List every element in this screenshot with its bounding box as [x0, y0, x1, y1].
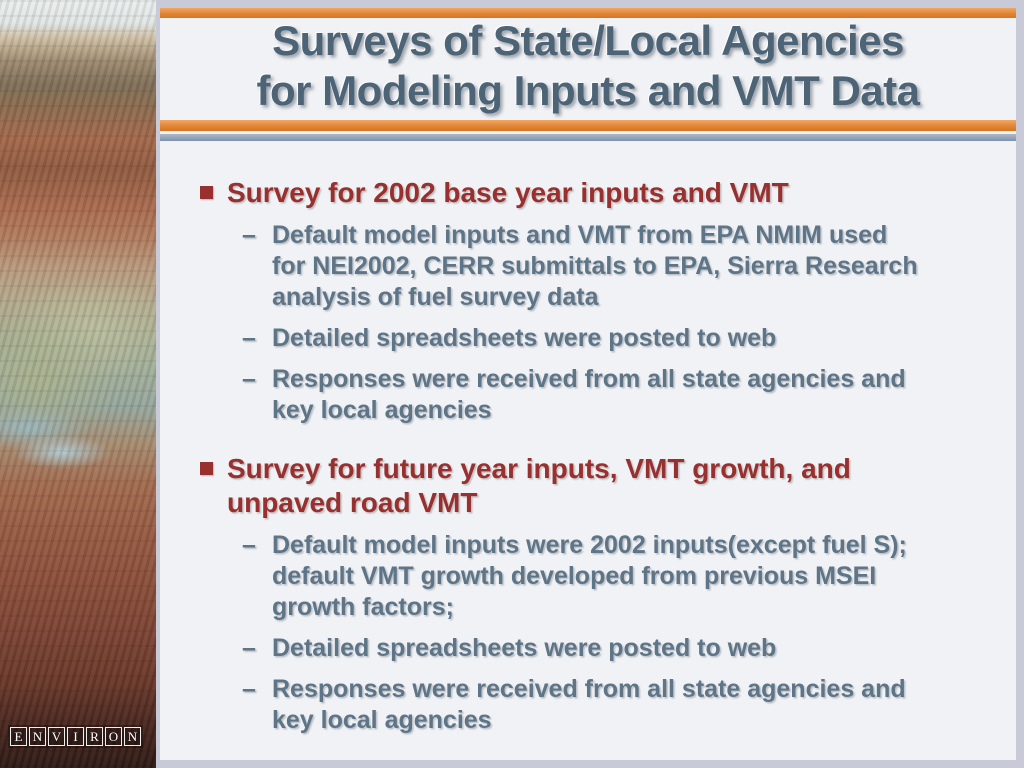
slide-panel — [160, 8, 1016, 760]
title-line-1: Surveys of State/Local Agencies — [272, 17, 904, 64]
dash-bullet-icon: – — [242, 675, 256, 703]
sub-bullet-item: – Responses were received from all state… — [242, 674, 1008, 736]
sub-bullet-item: – Default model inputs and VMT from EPA … — [242, 220, 1008, 313]
sub-bullet-text: Detailed spreadsheets were posted to web — [272, 324, 777, 352]
title-divider-orange-bar — [160, 120, 1016, 131]
sub-bullet-item: – Responses were received from all state… — [242, 364, 1008, 426]
title-divider-blue-bar — [160, 134, 1016, 141]
square-bullet-icon — [200, 462, 213, 475]
bullet-label: Survey for future year inputs, VMT growt… — [227, 453, 851, 518]
bullet-group: Survey for future year inputs, VMT growt… — [200, 452, 1008, 736]
sub-bullet-text: Default model inputs were 2002 inputs(ex… — [272, 531, 907, 621]
sub-bullet-item: – Detailed spreadsheets were posted to w… — [242, 633, 1008, 664]
sub-bullet-text: Responses were received from all state a… — [272, 675, 906, 734]
dash-bullet-icon: – — [242, 531, 256, 559]
dash-bullet-icon: – — [242, 634, 256, 662]
title-line-2: for Modeling Inputs and VMT Data — [256, 67, 920, 114]
sub-bullet-text: Default model inputs and VMT from EPA NM… — [272, 221, 918, 311]
sub-bullet-text: Detailed spreadsheets were posted to web — [272, 634, 777, 662]
slide-body: Survey for 2002 base year inputs and VMT… — [160, 142, 1016, 760]
dash-bullet-icon: – — [242, 324, 256, 352]
top-accent-bar — [160, 8, 1016, 18]
sub-bullet-text: Responses were received from all state a… — [272, 365, 906, 424]
dash-bullet-icon: – — [242, 365, 256, 393]
sub-bullet-item: – Detailed spreadsheets were posted to w… — [242, 323, 1008, 354]
bullet-group: Survey for 2002 base year inputs and VMT… — [200, 176, 1008, 426]
bullet-label: Survey for 2002 base year inputs and VMT — [227, 177, 789, 208]
slide-content: Surveys of State/Local Agencies for Mode… — [156, 0, 1024, 768]
bullet-item: Survey for 2002 base year inputs and VMT — [200, 176, 1008, 210]
sub-bullet-item: – Default model inputs were 2002 inputs(… — [242, 530, 1008, 623]
bullet-item: Survey for future year inputs, VMT growt… — [200, 452, 1008, 520]
dash-bullet-icon: – — [242, 221, 256, 249]
slide-title: Surveys of State/Local Agencies for Mode… — [160, 16, 1016, 116]
square-bullet-icon — [200, 186, 213, 199]
